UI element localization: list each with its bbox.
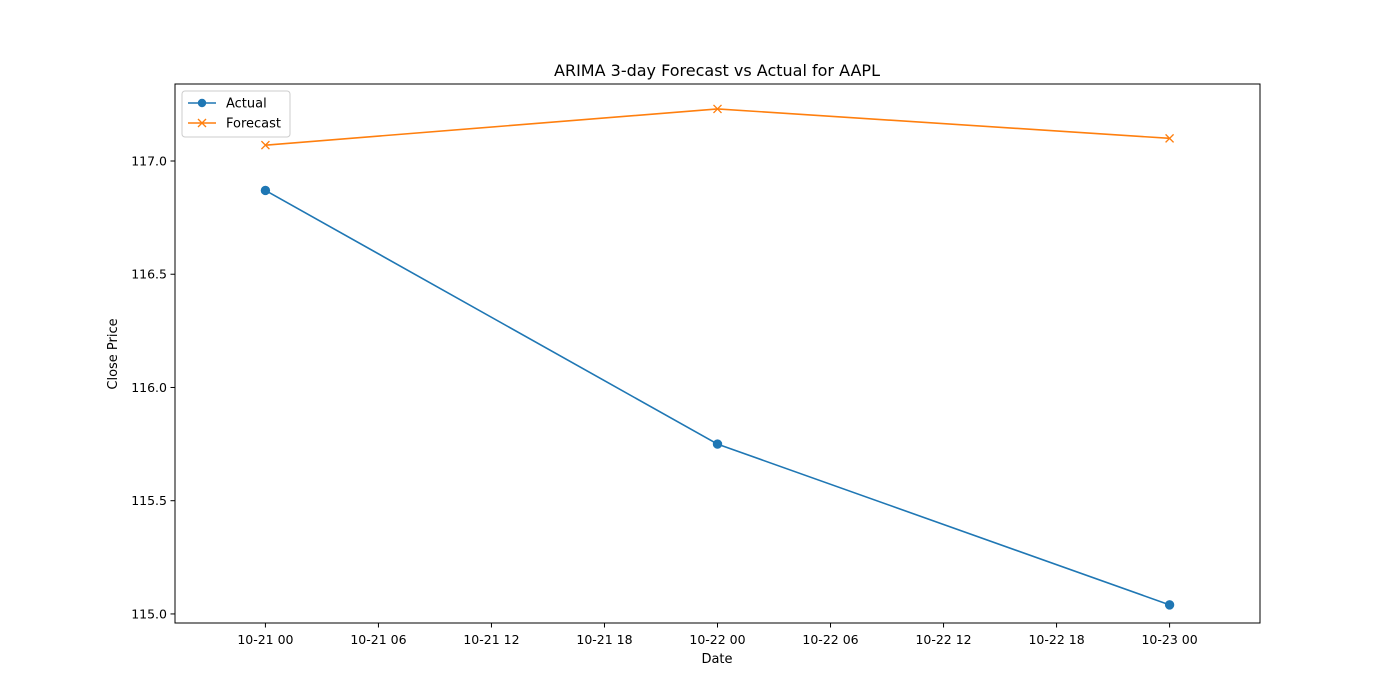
legend-entry-actual: Actual: [188, 97, 267, 112]
legend-swatch-marker: [197, 118, 207, 128]
legend-entry-forecast: Forecast: [188, 117, 281, 132]
x-tick-label: 10-22 12: [915, 632, 971, 647]
x-tick-label: 10-21 18: [576, 632, 632, 647]
x-axis-label: Date: [701, 652, 732, 667]
actual-data-point: [712, 439, 723, 449]
y-axis-label: Close Price: [106, 318, 121, 389]
forecast-marker-stroke: [1165, 133, 1175, 143]
chart-title: ARIMA 3-day Forecast vs Actual for AAPL: [554, 61, 880, 80]
legend: Actual Forecast: [181, 90, 291, 138]
y-tick-label: 117.0: [131, 154, 167, 169]
forecast-marker-stroke: [260, 140, 270, 150]
x-tick-label: 10-23 00: [1141, 632, 1197, 647]
forecast-series-line: [265, 108, 1170, 146]
x-tick-label: 10-22 00: [689, 632, 745, 647]
forecast-data-point: [260, 140, 270, 150]
forecast-marker-stroke: [713, 104, 722, 114]
y-tick-label: 115.5: [131, 493, 167, 508]
actual-series-line: [265, 189, 1170, 606]
actual-data-point: [1164, 600, 1175, 610]
forecast-data-point: [713, 104, 722, 114]
forecast-data-point: [1165, 133, 1175, 143]
legend-label: Actual: [226, 97, 267, 112]
y-tick-label: 116.5: [131, 267, 167, 282]
actual-data-point: [260, 185, 271, 196]
x-tick-label: 10-22 06: [802, 632, 858, 647]
x-tick-label: 10-21 12: [463, 632, 519, 647]
y-tick-label: 116.0: [131, 380, 167, 395]
plot-area: 10-21 00 10-21 06 10-21 12 10-21 18 10-22 00…: [131, 83, 1261, 647]
y-tick-label: 115.0: [131, 606, 167, 621]
x-tick-label: 10-21 06: [350, 632, 406, 647]
x-tick-label: 10-21 00: [237, 632, 293, 647]
legend-swatch-marker: [197, 98, 207, 108]
x-tick-label: 10-22 18: [1028, 632, 1084, 647]
plot-frame: [174, 83, 1261, 624]
legend-label: Forecast: [226, 117, 281, 132]
